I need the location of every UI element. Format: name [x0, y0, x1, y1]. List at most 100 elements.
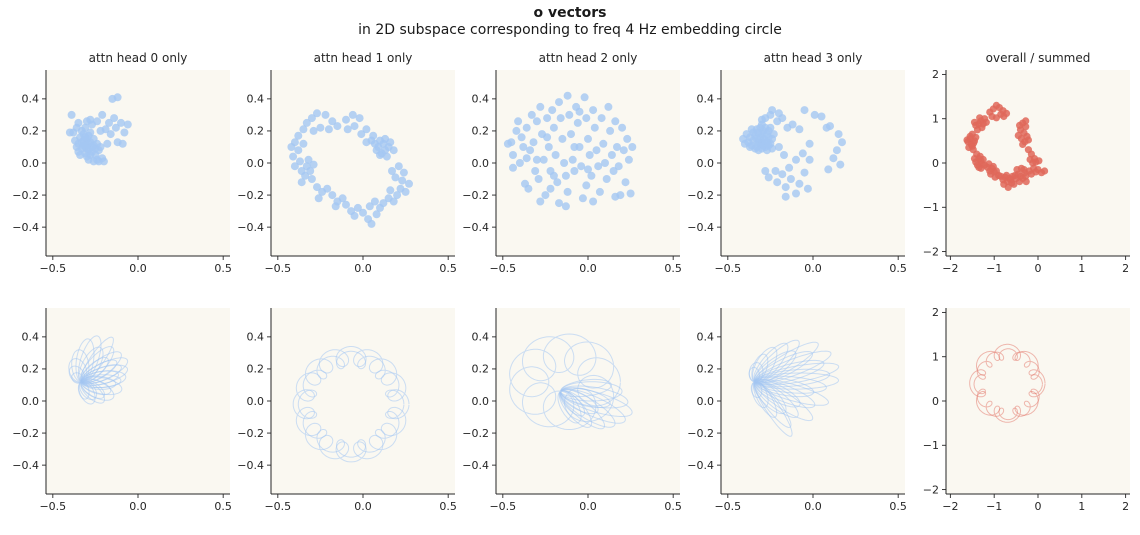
subplot-r1c3: −0.5 0.0 0.5 0.4 0.2 0.0 −0.2 −0.4 [687, 308, 906, 513]
svg-text:0.0: 0.0 [354, 262, 372, 275]
subplot-r0c3: −0.5 0.0 0.5 0.4 0.2 0.0 −0.2 −0.4 attn head 3 o… [687, 52, 906, 275]
subplot-r0c4: −2 −1 0 1 2 2 1 0 −1 −2 overall / summed [923, 52, 1130, 275]
svg-text:−1: −1 [923, 439, 939, 452]
subplot-r1c1: −0.5 0.0 0.5 0.4 0.2 0.0 −0.2 −0.4 [237, 308, 456, 513]
trajectory-curves [748, 339, 840, 437]
svg-text:−0.5: −0.5 [489, 500, 516, 513]
svg-text:0.2: 0.2 [697, 363, 715, 376]
svg-text:−0.2: −0.2 [462, 189, 489, 202]
svg-text:0.0: 0.0 [472, 395, 490, 408]
svg-text:−0.4: −0.4 [462, 221, 489, 234]
svg-text:−0.2: −0.2 [12, 427, 39, 440]
svg-text:−0.2: −0.2 [237, 427, 264, 440]
trajectory-curves [509, 333, 633, 430]
svg-text:0.4: 0.4 [697, 331, 715, 344]
svg-text:0.2: 0.2 [697, 125, 715, 138]
tick-marks [717, 336, 899, 498]
tick-labels: −2 −1 0 1 2 2 1 0 −1 −2 [923, 306, 1129, 513]
svg-text:−0.5: −0.5 [264, 500, 291, 513]
svg-text:0.2: 0.2 [22, 363, 40, 376]
svg-text:0.4: 0.4 [697, 93, 715, 106]
svg-text:1: 1 [1078, 500, 1085, 513]
subplot-r0c2: −0.5 0.0 0.5 0.4 0.2 0.0 −0.2 −0.4 attn head 2 o… [462, 52, 681, 275]
svg-text:2: 2 [1122, 262, 1129, 275]
svg-text:0.0: 0.0 [247, 395, 265, 408]
tick-labels: −0.5 0.0 0.5 0.4 0.2 0.0 −0.2 −0.4 [687, 93, 906, 275]
svg-text:−0.2: −0.2 [237, 189, 264, 202]
plot-panel [946, 308, 1130, 494]
plot-panel [496, 70, 680, 256]
scatter-points [739, 106, 846, 201]
tick-labels: −2 −1 0 1 2 2 1 0 −1 −2 [923, 68, 1129, 275]
scatter-points [963, 101, 1049, 191]
svg-text:−0.4: −0.4 [462, 459, 489, 472]
svg-text:0.4: 0.4 [472, 93, 490, 106]
tick-marks [492, 336, 674, 498]
svg-text:0.0: 0.0 [247, 157, 265, 170]
tick-marks [267, 98, 449, 260]
svg-text:0.2: 0.2 [472, 125, 490, 138]
trajectory-curves [68, 335, 129, 405]
svg-text:0.5: 0.5 [214, 500, 231, 513]
svg-text:0.0: 0.0 [22, 157, 40, 170]
svg-text:0.5: 0.5 [664, 500, 681, 513]
svg-text:0.0: 0.0 [22, 395, 40, 408]
svg-text:0.0: 0.0 [697, 157, 715, 170]
svg-text:−2: −2 [942, 500, 958, 513]
svg-text:2: 2 [1122, 500, 1129, 513]
plot-grid: −0.5 0.0 0.5 0.4 0.2 0.0 −0.2 −0.4 attn head 0 o… [6, 52, 1131, 516]
svg-text:1: 1 [932, 113, 939, 126]
svg-text:−0.4: −0.4 [237, 459, 264, 472]
tick-marks [42, 336, 224, 498]
subplot-r0c1: −0.5 0.0 0.5 0.4 0.2 0.0 −0.2 −0.4 attn head 1 o… [237, 52, 456, 275]
svg-text:0.5: 0.5 [214, 262, 231, 275]
tick-labels: −0.5 0.0 0.5 0.4 0.2 0.0 −0.2 −0.4 [462, 331, 681, 513]
tick-marks [942, 73, 1127, 260]
svg-text:0.0: 0.0 [579, 500, 597, 513]
subplot-title: attn head 0 only [89, 52, 188, 65]
trajectory-curves [292, 346, 410, 463]
tick-marks [492, 98, 674, 260]
subplot-title: attn head 2 only [539, 52, 638, 65]
tick-labels: −0.5 0.0 0.5 0.4 0.2 0.0 −0.2 −0.4 [462, 93, 681, 275]
svg-text:−0.5: −0.5 [489, 262, 516, 275]
figure-title: o vectors [533, 5, 607, 21]
trajectory-curves [969, 343, 1046, 423]
svg-text:0.5: 0.5 [439, 262, 456, 275]
svg-text:0.5: 0.5 [664, 262, 681, 275]
tick-marks [267, 336, 449, 498]
svg-text:0.0: 0.0 [579, 262, 597, 275]
svg-text:−0.5: −0.5 [714, 500, 741, 513]
svg-text:0.0: 0.0 [804, 500, 822, 513]
subplot-title: attn head 1 only [314, 52, 413, 65]
svg-text:0.5: 0.5 [889, 500, 906, 513]
subplot-r1c2: −0.5 0.0 0.5 0.4 0.2 0.0 −0.2 −0.4 [462, 308, 681, 513]
svg-text:−1: −1 [986, 500, 1002, 513]
svg-text:−1: −1 [986, 262, 1002, 275]
svg-text:0.2: 0.2 [22, 125, 40, 138]
tick-labels: −0.5 0.0 0.5 0.4 0.2 0.0 −0.2 −0.4 [237, 331, 456, 513]
tick-labels: −0.5 0.0 0.5 0.4 0.2 0.0 −0.2 −0.4 [12, 331, 231, 513]
svg-text:1: 1 [1078, 262, 1085, 275]
subplot-title: overall / summed [986, 52, 1091, 65]
svg-text:−0.4: −0.4 [687, 459, 714, 472]
svg-text:−0.2: −0.2 [462, 427, 489, 440]
svg-text:−0.4: −0.4 [687, 221, 714, 234]
svg-text:−0.5: −0.5 [39, 262, 66, 275]
svg-text:−0.5: −0.5 [714, 262, 741, 275]
subplot-title: attn head 3 only [764, 52, 863, 65]
svg-text:0: 0 [1035, 262, 1042, 275]
svg-text:−0.4: −0.4 [12, 221, 39, 234]
svg-text:−2: −2 [923, 245, 939, 258]
plot-panel [46, 70, 230, 256]
scatter-points [65, 93, 132, 166]
scatter-points [287, 109, 413, 228]
svg-text:0.4: 0.4 [22, 331, 40, 344]
svg-text:0.0: 0.0 [129, 500, 147, 513]
tick-marks [42, 98, 224, 260]
plot-panel [46, 308, 230, 494]
svg-text:−2: −2 [942, 262, 958, 275]
svg-text:0.5: 0.5 [889, 262, 906, 275]
subplot-r0c0: −0.5 0.0 0.5 0.4 0.2 0.0 −0.2 −0.4 attn head 0 o… [12, 52, 231, 275]
